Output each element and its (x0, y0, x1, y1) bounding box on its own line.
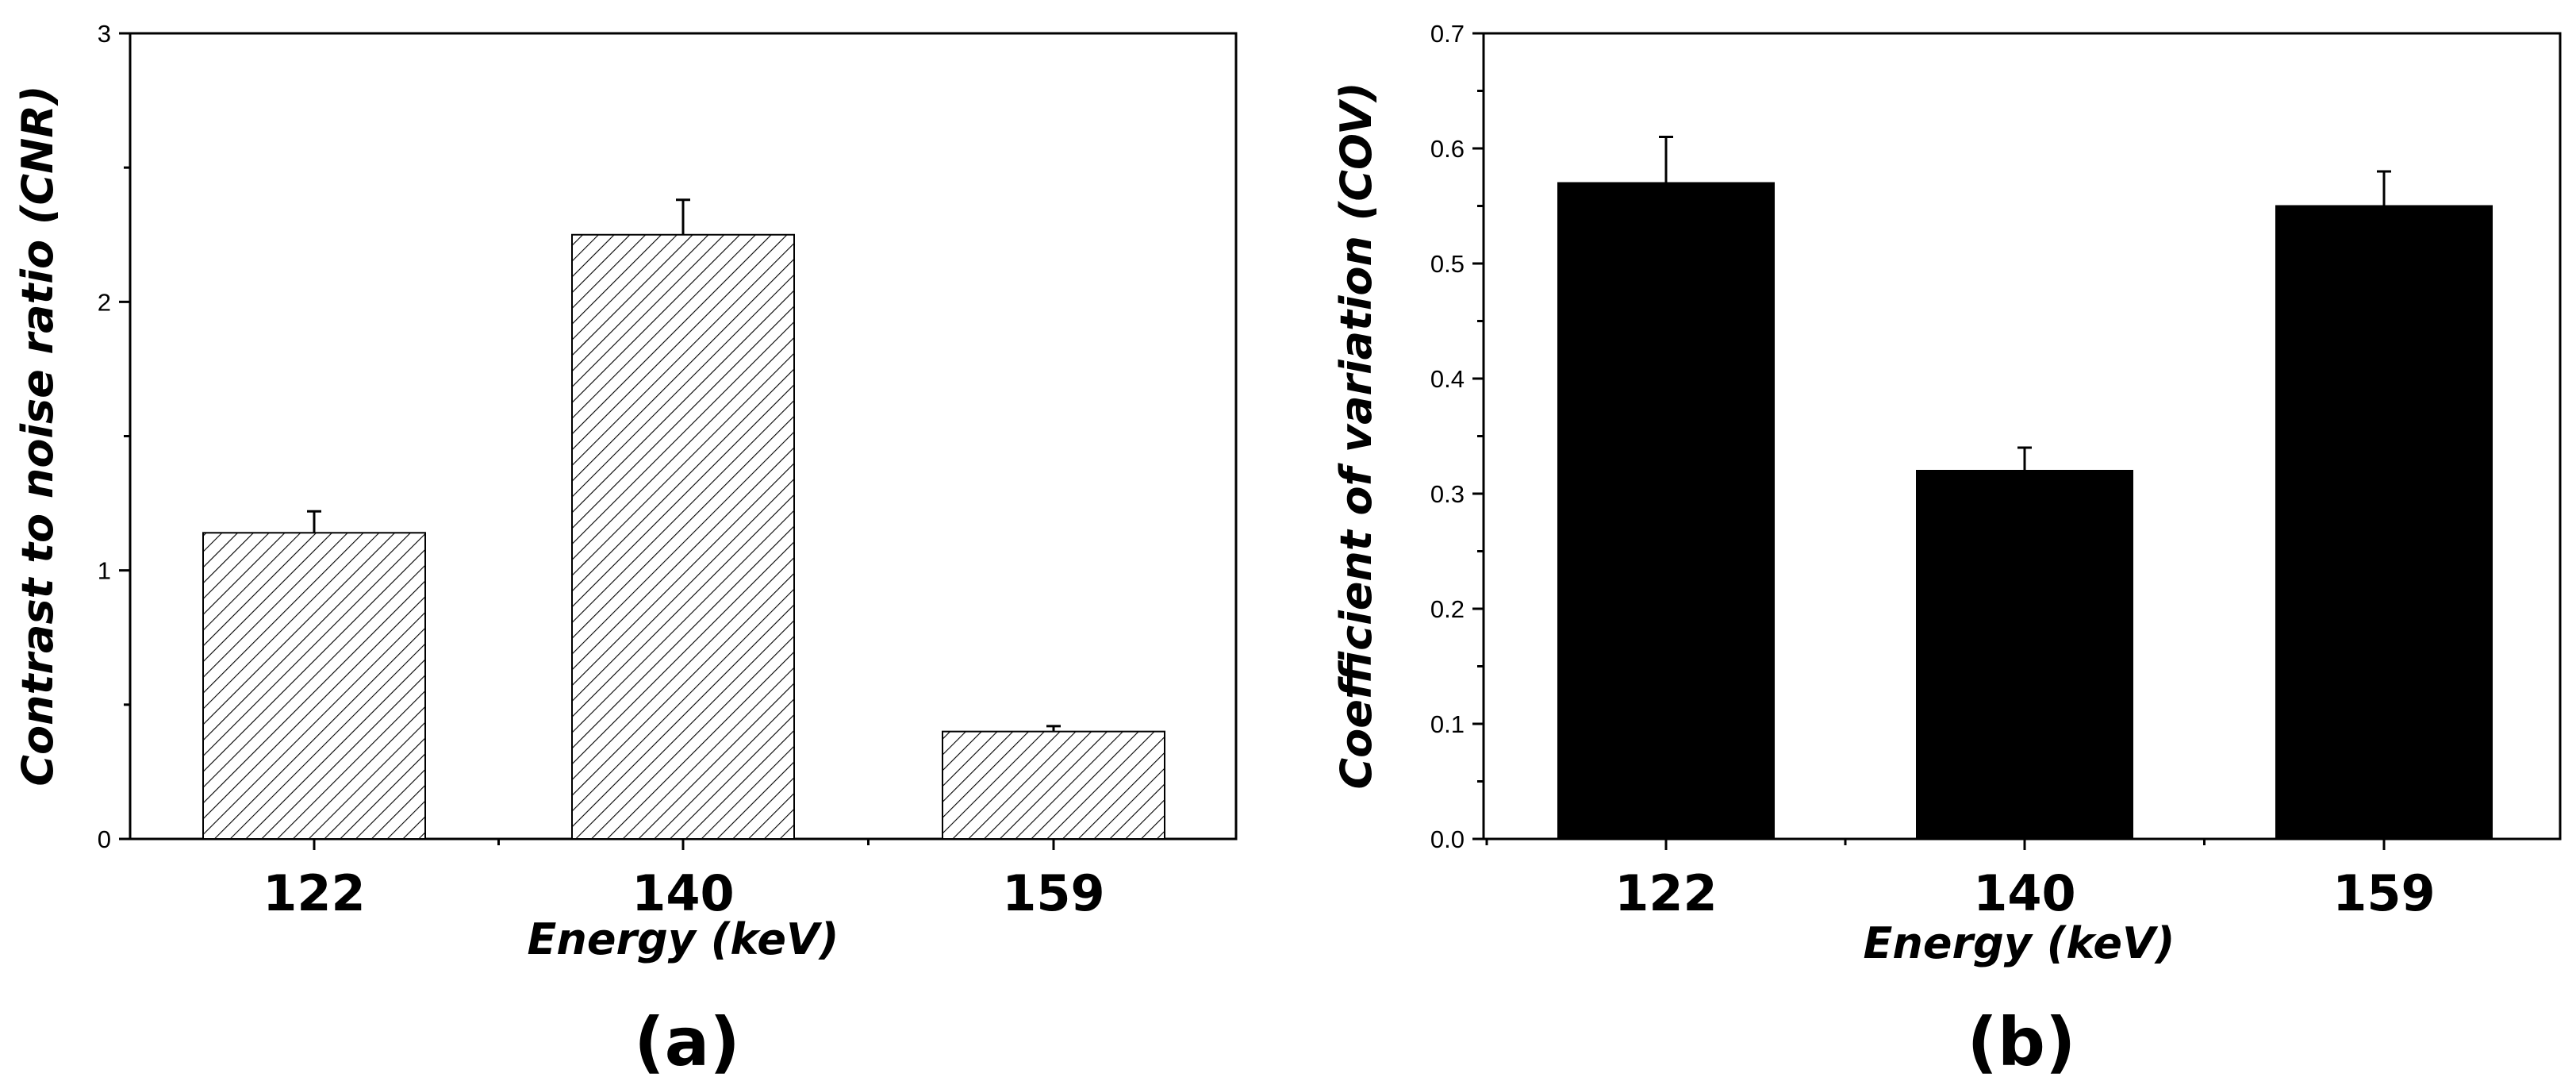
chart-panel-a: 0 1 2 3 122 140 159 Energy (keV) Contrast to … (13, 20, 1238, 1081)
y-tick-label: 0.5 (1430, 250, 1465, 278)
x-tick-label: 159 (1002, 864, 1104, 922)
panel-label-a: (a) (634, 1003, 739, 1081)
y-tick-label: 0.4 (1430, 365, 1465, 393)
bars-a (202, 198, 1165, 841)
y-tick-label: 2 (98, 288, 111, 316)
x-tick-label: 159 (2332, 864, 2435, 922)
x-tick-label: 140 (632, 864, 734, 922)
y-axis-title-b: Coefficient of variation (COV) (1331, 82, 1381, 789)
y-tick-label: 3 (98, 20, 111, 48)
y-axis-title-a: Contrast to noise ratio (CNR) (13, 85, 63, 786)
bar (1557, 182, 1775, 840)
panel-label-b: (b) (1968, 1003, 2076, 1081)
x-axis-title-a: Energy (keV) (527, 914, 839, 964)
x-tick-label: 122 (1614, 864, 1717, 922)
x-tick-label: 122 (263, 864, 365, 922)
y-tick-label: 0.6 (1430, 135, 1465, 163)
y-tick-label: 1 (98, 557, 111, 585)
y-axis-ticks-b: 0.0 0.1 0.2 0.3 0.4 0.5 0.6 0.7 (1430, 20, 2386, 853)
y-tick-label: 0.2 (1430, 595, 1465, 623)
x-axis-tick-labels-a: 122 140 159 (263, 864, 1104, 922)
bar (2275, 205, 2493, 840)
y-tick-label: 0.0 (1430, 825, 1465, 853)
bar (202, 532, 426, 840)
y-tick-label: 0 (98, 825, 111, 853)
y-tick-label: 0.3 (1430, 480, 1465, 508)
x-tick-label: 140 (1973, 864, 2075, 922)
y-tick-label: 0.7 (1430, 20, 1465, 48)
bar (1916, 470, 2133, 840)
y-axis-ticks-a: 0 1 2 3 (98, 20, 1055, 853)
bars-b (1557, 136, 2493, 840)
bar (571, 233, 795, 840)
chart-panel-b: 0.0 0.1 0.2 0.3 0.4 0.5 0.6 0.7 122 140 159 Energ… (1331, 20, 2562, 1081)
x-axis-tick-labels-b: 122 140 159 (1614, 864, 2435, 922)
y-tick-label: 0.1 (1430, 710, 1465, 738)
x-axis-title-b: Energy (keV) (1863, 918, 2175, 968)
bar (942, 730, 1165, 841)
